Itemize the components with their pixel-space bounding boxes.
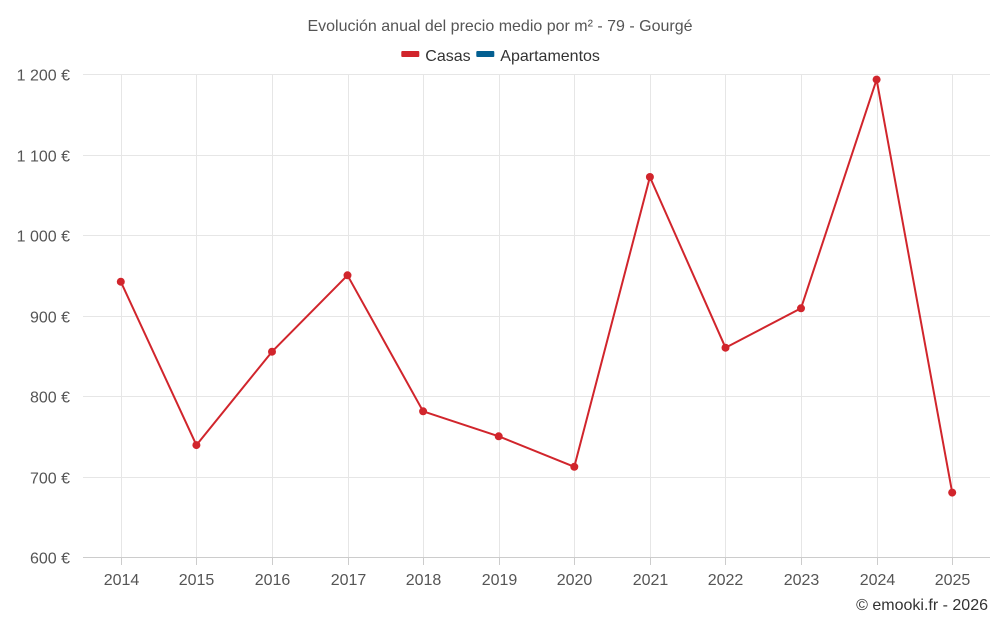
y-tick-label: 700 €	[30, 471, 70, 488]
data-point[interactable]	[192, 441, 201, 450]
y-tick-label: 900 €	[30, 310, 70, 327]
data-point[interactable]	[494, 432, 503, 441]
legend-swatch	[401, 51, 420, 57]
x-tick-label: 2020	[557, 572, 593, 589]
x-tick-label: 2019	[482, 572, 518, 589]
y-tick-label: 600 €	[30, 551, 70, 568]
legend[interactable]: Casas Apartamentos	[401, 48, 600, 65]
series-layer	[116, 75, 957, 497]
data-point[interactable]	[948, 488, 957, 497]
x-tick-label: 2024	[860, 572, 896, 589]
data-point[interactable]	[797, 304, 805, 313]
chart-title: Evolución anual del precio medio por m² …	[307, 18, 692, 35]
x-tick-label: 2017	[331, 572, 367, 589]
y-tick-label: 1 000 €	[17, 229, 70, 246]
y-tick-label: 1 100 €	[17, 149, 70, 166]
axis-layer: 600 € 700 € 800 € 900 € 1 000 € 1 100 € 1 200 …	[17, 68, 990, 589]
x-tick-label: 2016	[255, 572, 291, 589]
data-point[interactable]	[419, 407, 428, 416]
chart-credit: © emooki.fr - 2026	[856, 597, 988, 614]
x-tick-label: 2014	[104, 572, 140, 589]
data-point[interactable]	[116, 277, 125, 286]
legend-item-apartamentos[interactable]: Apartamentos	[476, 48, 600, 65]
data-point[interactable]	[268, 347, 276, 356]
x-tick-label: 2021	[633, 572, 669, 589]
legend-label: Casas	[425, 48, 470, 65]
x-tick-label: 2015	[179, 572, 215, 589]
data-point[interactable]	[721, 343, 730, 352]
legend-label: Apartamentos	[500, 48, 600, 65]
x-tick-label: 2025	[935, 572, 971, 589]
data-point[interactable]	[570, 462, 579, 471]
y-tick-label: 1 200 €	[17, 68, 70, 85]
x-tick-label: 2023	[784, 572, 820, 589]
data-point[interactable]	[645, 173, 654, 181]
x-tick-label: 2022	[708, 572, 744, 589]
data-point[interactable]	[343, 271, 352, 280]
data-point[interactable]	[872, 75, 881, 84]
legend-item-casas[interactable]: Casas	[401, 48, 471, 65]
legend-swatch	[476, 51, 495, 57]
y-tick-label: 800 €	[30, 390, 70, 407]
series-line-casas	[119, 78, 954, 493]
x-tick-label: 2018	[406, 572, 442, 589]
grid-layer	[83, 74, 990, 557]
